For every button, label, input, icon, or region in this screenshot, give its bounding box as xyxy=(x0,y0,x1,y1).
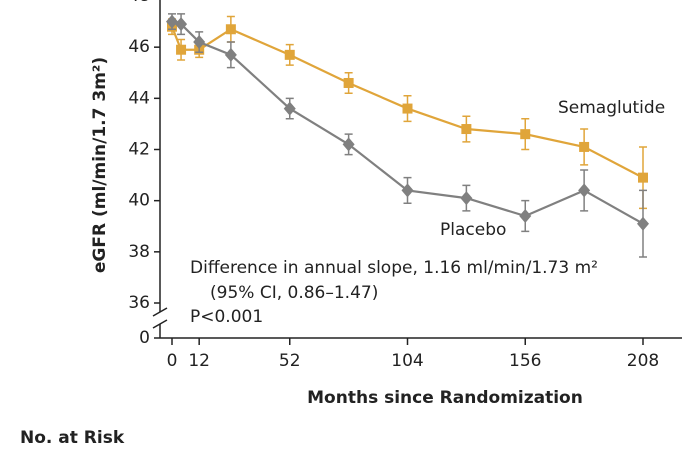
x-tick-label: 156 xyxy=(509,351,541,371)
marker xyxy=(401,183,414,198)
series-label: Semaglutide xyxy=(558,98,665,118)
x-tick-label: 0 xyxy=(167,351,178,371)
x-tick-label: 104 xyxy=(391,351,423,371)
marker xyxy=(193,35,206,50)
series-label: Placebo xyxy=(440,220,506,240)
marker xyxy=(579,141,590,152)
marker xyxy=(284,49,295,60)
y-tick-label: 46 xyxy=(128,37,150,57)
marker xyxy=(224,47,237,62)
marker xyxy=(519,209,532,224)
y-tick-label: 38 xyxy=(128,242,150,262)
y-tick-label: 0 xyxy=(139,328,150,348)
axis-break xyxy=(152,307,168,317)
marker xyxy=(343,77,354,88)
marker xyxy=(520,129,531,140)
x-tick-label: 12 xyxy=(188,351,210,371)
marker xyxy=(460,191,473,206)
x-tick-label: 52 xyxy=(279,351,301,371)
annotation: (95% CI, 0.86–1.47) xyxy=(210,283,378,303)
marker xyxy=(175,17,188,32)
annotation: Difference in annual slope, 1.16 ml/min/… xyxy=(190,258,598,278)
y-tick-label: 48 xyxy=(128,0,150,6)
x-tick-label: 208 xyxy=(627,351,659,371)
y-tick-label: 40 xyxy=(128,191,150,211)
x-axis-label: Months since Randomization xyxy=(307,388,583,408)
annotation: P<0.001 xyxy=(190,307,263,327)
marker xyxy=(225,24,236,35)
y-tick-label: 44 xyxy=(128,88,150,108)
marker xyxy=(461,124,472,135)
marker xyxy=(342,137,355,152)
marker xyxy=(638,172,648,183)
y-axis-label: eGFR (ml/min/1.7 3m²) xyxy=(90,57,110,273)
footer: No. at Risk xyxy=(20,428,125,448)
marker xyxy=(166,14,178,29)
y-tick-label: 42 xyxy=(128,140,150,160)
marker xyxy=(402,103,413,114)
marker xyxy=(176,44,187,55)
marker xyxy=(283,101,296,116)
axis-break xyxy=(152,319,168,329)
y-tick-label: 36 xyxy=(128,293,150,313)
marker xyxy=(578,183,591,198)
marker xyxy=(637,216,649,231)
